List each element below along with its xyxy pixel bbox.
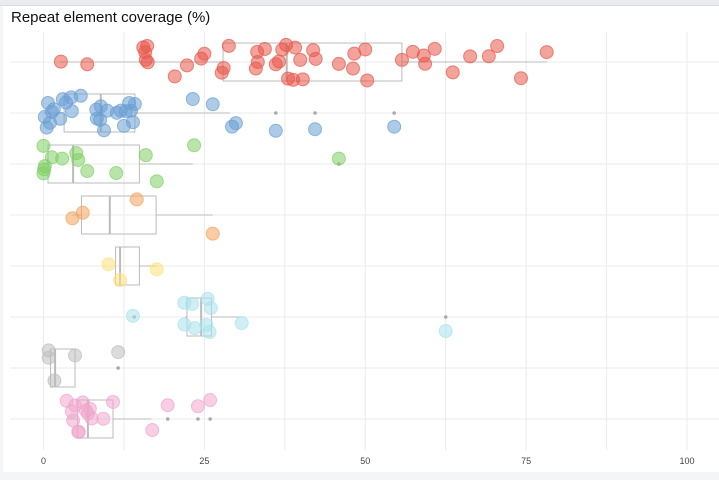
data-point: [200, 291, 215, 306]
data-point: [73, 88, 88, 103]
data-point: [64, 404, 79, 419]
data-point: [445, 65, 460, 80]
data-point: [346, 61, 361, 76]
data-point: [71, 152, 86, 167]
data-point: [47, 373, 62, 388]
data-point: [308, 51, 323, 66]
data-point: [416, 48, 431, 63]
data-point: [149, 262, 164, 277]
data-point: [481, 49, 496, 64]
data-point: [268, 123, 283, 138]
outlier-point: [274, 111, 278, 115]
data-point: [257, 42, 272, 57]
data-point: [205, 226, 220, 241]
outlier-point: [208, 417, 212, 421]
data-point: [490, 39, 505, 54]
data-point: [68, 348, 83, 363]
x-tick-label: 25: [199, 456, 209, 466]
data-point: [149, 174, 164, 189]
data-point: [438, 324, 453, 339]
data-point: [427, 41, 442, 56]
data-point: [180, 58, 195, 73]
data-point: [105, 394, 120, 409]
data-point: [225, 119, 240, 134]
box: [115, 246, 140, 286]
data-point: [55, 151, 70, 166]
x-tick-label: 50: [360, 456, 370, 466]
x-tick-label: 0: [41, 456, 46, 466]
data-point: [308, 122, 323, 137]
box: [186, 297, 212, 337]
outlier-point: [392, 111, 397, 115]
data-point: [185, 92, 200, 107]
data-point: [190, 399, 205, 414]
data-point: [129, 192, 144, 207]
data-point: [234, 316, 249, 331]
data-point: [53, 111, 68, 126]
data-point: [358, 42, 373, 57]
data-point: [288, 40, 303, 55]
data-point: [177, 317, 192, 332]
browser-toolbar-strip: [0, 0, 719, 6]
data-point: [80, 164, 95, 179]
data-point: [145, 423, 160, 438]
data-point: [394, 52, 409, 67]
data-point: [248, 61, 263, 76]
x-tick-label: 75: [521, 456, 531, 466]
outlier-point: [196, 417, 200, 421]
data-point: [167, 69, 182, 84]
data-point: [140, 38, 155, 53]
data-point: [221, 38, 236, 53]
data-point: [203, 393, 218, 408]
data-point: [96, 411, 111, 426]
data-point: [113, 273, 128, 288]
data-point: [463, 49, 478, 64]
data-point: [272, 54, 287, 69]
data-point: [122, 95, 137, 110]
data-point: [101, 257, 116, 272]
data-point: [41, 343, 56, 358]
data-point: [138, 148, 153, 163]
box: [50, 348, 76, 388]
data-point: [111, 345, 126, 360]
data-point: [513, 71, 528, 86]
chart-title: Repeat element coverage (%): [11, 9, 211, 26]
data-point: [360, 73, 375, 88]
data-point: [160, 398, 175, 413]
data-point: [109, 166, 124, 181]
data-point: [46, 102, 61, 117]
data-point: [331, 56, 346, 71]
x-tick-label: 100: [679, 456, 694, 466]
data-point: [387, 119, 402, 134]
data-point: [71, 425, 86, 440]
data-point: [216, 60, 231, 75]
data-point: [539, 45, 554, 60]
data-point: [199, 317, 214, 332]
data-point: [197, 46, 212, 61]
data-point: [293, 52, 308, 67]
data-point: [140, 55, 155, 70]
data-point: [64, 104, 79, 119]
data-point: [187, 138, 202, 153]
data-point: [331, 151, 346, 166]
data-point: [80, 57, 95, 72]
data-point: [96, 123, 111, 138]
data-point: [75, 205, 90, 220]
outlier-point: [313, 111, 317, 115]
data-point: [125, 115, 140, 130]
data-point: [205, 97, 220, 112]
data-point: [82, 401, 97, 416]
outlier-point: [116, 366, 120, 370]
data-point: [53, 54, 68, 69]
outlier-point: [165, 417, 170, 421]
data-point: [36, 138, 51, 153]
data-point: [185, 296, 200, 311]
outlier-point: [443, 315, 448, 319]
data-point: [125, 308, 140, 323]
data-point: [295, 72, 310, 87]
